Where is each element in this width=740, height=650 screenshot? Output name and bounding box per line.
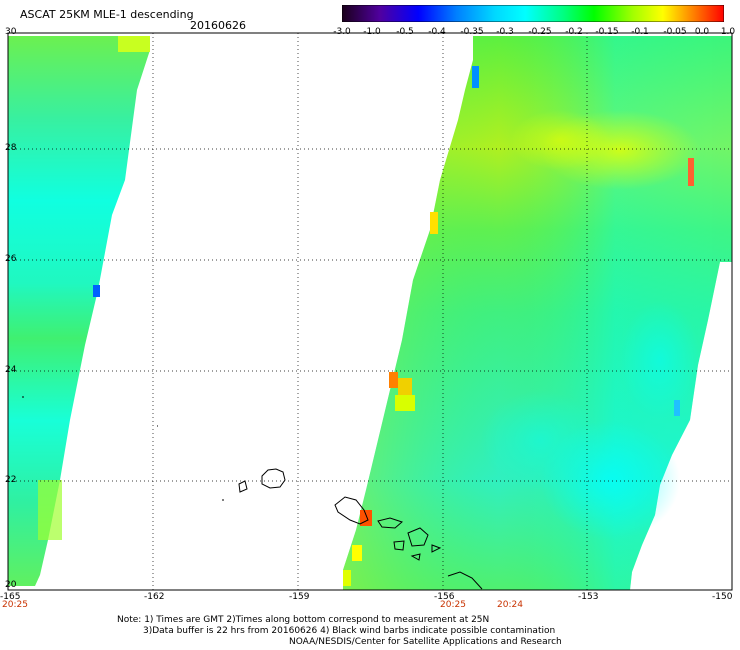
- time-label: 20:25: [440, 600, 466, 610]
- colorbar-label: -0.4: [428, 27, 446, 37]
- lat-label: 20: [5, 580, 17, 590]
- lon-label: -159: [289, 592, 310, 602]
- colorbar-labels: -3.0 -1.0 -0.5 -0.4 -0.35 -0.3 -0.25 -0.…: [325, 27, 740, 39]
- lon-label: -165: [0, 592, 21, 602]
- map-title: ASCAT 25KM MLE-1 descending: [20, 8, 194, 21]
- lat-label: 30: [5, 27, 17, 37]
- colorbar-label: 0.0: [694, 27, 710, 37]
- colorbar: [342, 5, 724, 22]
- note-line-3: NOAA/NESDIS/Center for Satellite Applica…: [289, 637, 562, 647]
- left-swath: [8, 36, 150, 586]
- lon-label: -153: [578, 592, 599, 602]
- colorbar-label: -0.2: [565, 27, 583, 37]
- colorbar-label: -0.25: [528, 27, 552, 37]
- colorbar-label: -3.0: [333, 27, 351, 37]
- colorbar-label: -1.0: [363, 27, 381, 37]
- colorbar-label: -0.5: [396, 27, 414, 37]
- colorbar-label: -0.3: [496, 27, 514, 37]
- colorbar-label: -0.35: [460, 27, 484, 37]
- latitude-labels: 30 28 26 24 22 20: [0, 0, 30, 650]
- lat-label: 22: [5, 475, 17, 485]
- colorbar-label: 1.0: [720, 27, 736, 37]
- lon-label: -162: [144, 592, 165, 602]
- lat-label: 24: [5, 365, 17, 375]
- time-label: 20:24: [497, 600, 523, 610]
- lon-label: -156: [434, 592, 455, 602]
- time-label: 20:25: [2, 600, 28, 610]
- map-date: 20160626: [190, 19, 246, 32]
- lon-label: -150: [712, 592, 733, 602]
- longitude-labels: -165 -162 -159 -156 -153 -150: [0, 590, 740, 604]
- colorbar-label: -0.05: [663, 27, 687, 37]
- colorbar-label: -0.1: [631, 27, 649, 37]
- colorbar-label: -0.15: [595, 27, 619, 37]
- map-frame: [7, 32, 733, 591]
- note-line-2: 3)Data buffer is 22 hrs from 20160626 4)…: [143, 626, 556, 636]
- lat-label: 26: [5, 254, 17, 264]
- lat-label: 28: [5, 143, 17, 153]
- right-swath: [343, 36, 732, 590]
- grid-lines: [8, 33, 732, 590]
- note-line-1: Note: 1) Times are GMT 2)Times along bot…: [117, 615, 490, 625]
- coastline: [22, 396, 483, 590]
